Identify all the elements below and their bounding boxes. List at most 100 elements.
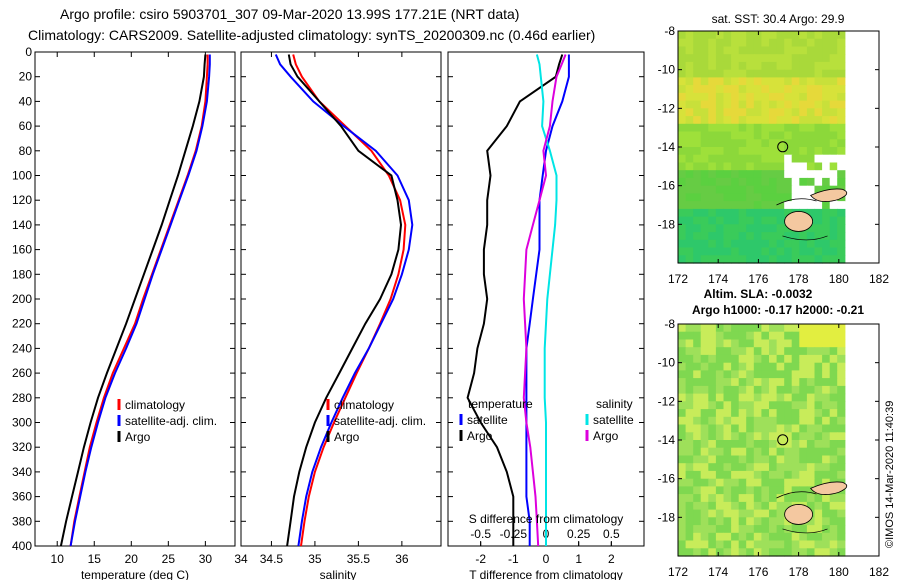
map-cell [806, 478, 816, 487]
map-cell [799, 548, 808, 557]
x-tick-label: -2 [475, 552, 486, 566]
map-cell [791, 432, 800, 441]
y-tick-label: 260 [12, 366, 32, 380]
map-cell [761, 170, 770, 179]
map-cell [776, 224, 785, 233]
map-cell [700, 517, 709, 526]
map-cell [715, 69, 725, 78]
map-cell [769, 463, 778, 472]
map-cell [738, 416, 747, 426]
map-cell [822, 216, 831, 225]
map-cell [723, 339, 732, 348]
map-cell [723, 331, 732, 340]
map-cell [799, 139, 808, 148]
map-cell [678, 339, 687, 348]
map-cell [799, 470, 808, 480]
map-cell [693, 463, 702, 472]
map-cell [753, 170, 762, 179]
map-cell [837, 455, 846, 464]
map-cell [761, 347, 770, 356]
map-cell [806, 77, 816, 86]
map-cell [678, 139, 687, 148]
map-cell [791, 123, 800, 133]
map-cell [738, 154, 747, 163]
map-cell [837, 177, 846, 187]
map-cell [776, 347, 785, 356]
argo-position-marker [777, 434, 789, 446]
map-cell [799, 92, 808, 102]
map-cell [715, 123, 725, 133]
salinity-panel: 34.5 35 35.5 36 climatology satellite-adj. c… [240, 51, 442, 580]
map-cell [829, 409, 838, 418]
map-cell [799, 154, 808, 163]
map-cell [753, 354, 762, 364]
map-cell [731, 54, 740, 63]
argo-position-marker [777, 141, 789, 153]
map-cell [761, 393, 770, 402]
map-cell [829, 77, 838, 86]
map-cell [814, 185, 823, 194]
map-cell [708, 463, 717, 472]
map-cell [693, 154, 702, 163]
map-cell [806, 162, 816, 171]
map-cell [685, 525, 694, 534]
map-cell [769, 440, 778, 449]
map-cell [814, 224, 823, 233]
map-cell [806, 54, 816, 63]
map-cell [791, 177, 800, 187]
map-cell [784, 139, 793, 148]
map-cell [822, 385, 831, 395]
map-cell [761, 247, 770, 256]
map-cell [700, 38, 709, 47]
sla-map-title: Altim. SLA: -0.0032 [704, 287, 813, 301]
map-cell [776, 162, 785, 171]
map-cell [715, 54, 725, 63]
map-cell [837, 470, 846, 480]
map-cell [708, 525, 717, 534]
map-cell [784, 540, 793, 549]
map-cell [708, 224, 717, 233]
map-cell [693, 139, 702, 148]
map-cell [723, 501, 732, 511]
map-cell [769, 455, 778, 464]
map-cell [822, 501, 831, 511]
map-cell [723, 224, 732, 233]
map-cell [799, 131, 808, 140]
map-cell [776, 69, 785, 78]
map-cell [822, 424, 831, 433]
map-cell [822, 548, 831, 557]
map-cell [822, 540, 831, 549]
map-cell [761, 494, 770, 503]
map-cell [791, 108, 800, 117]
map-cell [746, 440, 755, 449]
map-cell [746, 224, 755, 233]
legend-label: satellite [593, 413, 634, 427]
map-cell [723, 517, 732, 526]
map-cell [753, 92, 762, 102]
map-cell [746, 216, 755, 225]
map-cell [678, 123, 687, 133]
map-cell [723, 232, 732, 241]
map-cell [723, 463, 732, 472]
map-cell [761, 331, 770, 340]
map-cell [738, 38, 747, 47]
map-cell [769, 501, 778, 511]
map-cell [769, 216, 778, 225]
map-cell [738, 385, 747, 395]
map-cell [784, 470, 793, 480]
map-cell [799, 401, 808, 410]
map-cell [791, 401, 800, 410]
map-cell [829, 255, 838, 264]
map-cell [829, 224, 838, 233]
map-cell [776, 193, 785, 202]
map-cell [761, 201, 770, 210]
map-cell [715, 455, 725, 464]
map-cell [746, 424, 755, 433]
map-cell [715, 509, 725, 518]
map-cell [837, 201, 846, 210]
map-cell [837, 409, 846, 418]
map-cell [784, 108, 793, 117]
map-cell [685, 324, 694, 333]
map-y-tick-label: -12 [658, 101, 676, 115]
map-cell [837, 69, 846, 78]
